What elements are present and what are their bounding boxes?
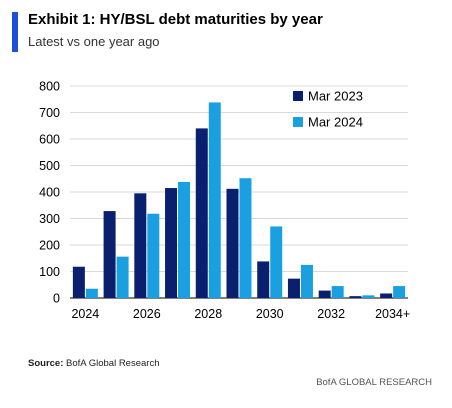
x-tick-label: 2032 — [317, 307, 345, 321]
bar-mar-2023 — [257, 261, 270, 298]
y-tick-label: 800 — [39, 80, 60, 94]
y-tick-label: 400 — [39, 186, 60, 200]
source-text: BofA Global Research — [63, 358, 160, 369]
bar-mar-2023 — [103, 211, 116, 298]
legend-swatch — [293, 91, 303, 101]
bar-mar-2024 — [393, 286, 406, 298]
bar-mar-2023 — [318, 290, 331, 298]
y-tick-label: 700 — [39, 106, 60, 120]
bar-mar-2024 — [362, 295, 375, 298]
title-accent-bar — [12, 12, 18, 52]
x-tick-label: 2026 — [133, 307, 161, 321]
x-tick-label: 2028 — [194, 307, 222, 321]
x-tick-label: 2024 — [71, 307, 99, 321]
bar-mar-2023 — [380, 293, 393, 298]
source-note: Source: BofA Global Research — [28, 358, 159, 369]
bar-mar-2023 — [134, 193, 147, 298]
x-tick-label: 2030 — [256, 307, 284, 321]
bar-mar-2024 — [178, 181, 191, 298]
y-tick-label: 200 — [39, 239, 60, 253]
bar-mar-2024 — [85, 288, 98, 298]
legend-label: Mar 2023 — [308, 89, 363, 104]
bar-mar-2024 — [270, 226, 283, 298]
bar-mar-2024 — [208, 102, 221, 299]
y-tick-label: 300 — [39, 212, 60, 226]
bar-mar-2024 — [147, 213, 160, 298]
legend-label: Mar 2024 — [308, 115, 363, 130]
bar-mar-2024 — [239, 178, 252, 298]
bar-mar-2023 — [165, 188, 178, 298]
bar-mar-2024 — [116, 256, 129, 298]
y-tick-label: 100 — [39, 265, 60, 279]
source-label: Source: — [28, 358, 64, 369]
bar-mar-2023 — [195, 128, 208, 298]
legend-swatch — [293, 117, 303, 127]
y-tick-label: 0 — [53, 292, 60, 306]
bar-mar-2023 — [349, 296, 362, 298]
bar-mar-2023 — [287, 278, 300, 298]
chart-subtitle: Latest vs one year ago — [28, 34, 160, 49]
bar-mar-2024 — [300, 264, 313, 298]
bar-mar-2023 — [226, 188, 239, 298]
y-tick-label: 600 — [39, 133, 60, 147]
footer-brand: BofA GLOBAL RESEARCH — [316, 377, 432, 388]
x-tick-label: 2034+ — [375, 307, 410, 321]
chart-title: Exhibit 1: HY/BSL debt maturities by yea… — [28, 11, 323, 28]
bar-mar-2024 — [331, 286, 344, 298]
bar-mar-2023 — [72, 266, 85, 298]
y-tick-label: 500 — [39, 159, 60, 173]
